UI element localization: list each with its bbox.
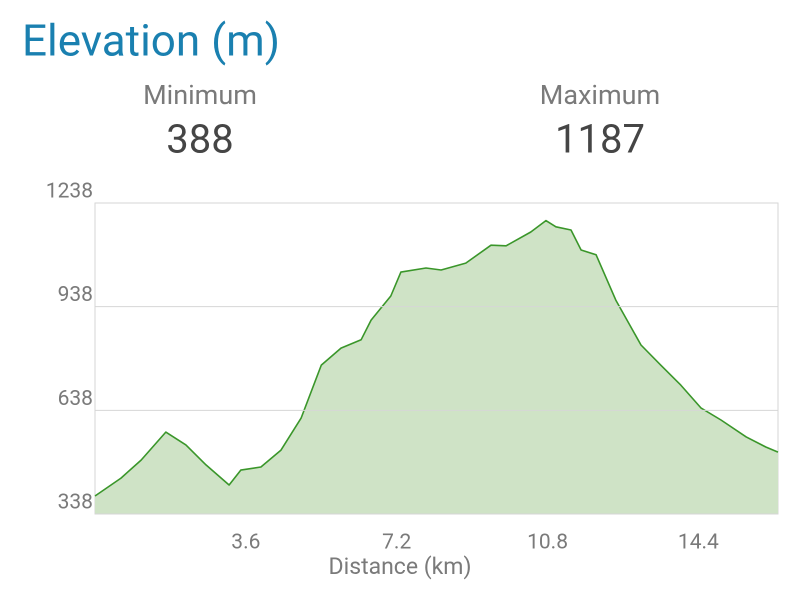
x-tick-label: 3.6 [231, 531, 260, 555]
area [95, 220, 778, 514]
stat-label: Minimum [143, 79, 257, 111]
line [94, 219, 779, 497]
stat-value: 1187 [555, 116, 645, 163]
chart-title: Elevation (m) [22, 15, 280, 67]
y-tick-label: 338 [58, 491, 93, 515]
x-tick-label: 10.8 [527, 531, 568, 555]
y-tick-label: 1238 [46, 180, 93, 204]
y-tick-label: 638 [58, 387, 93, 411]
stat-label: Maximum [540, 79, 660, 111]
y-tick-label: 938 [58, 283, 93, 307]
x-tick-label: 14.4 [678, 531, 719, 555]
x-axis-label: Distance (km) [329, 553, 472, 580]
x-tick-label: 7.2 [382, 531, 411, 555]
stat-value: 388 [166, 116, 233, 163]
